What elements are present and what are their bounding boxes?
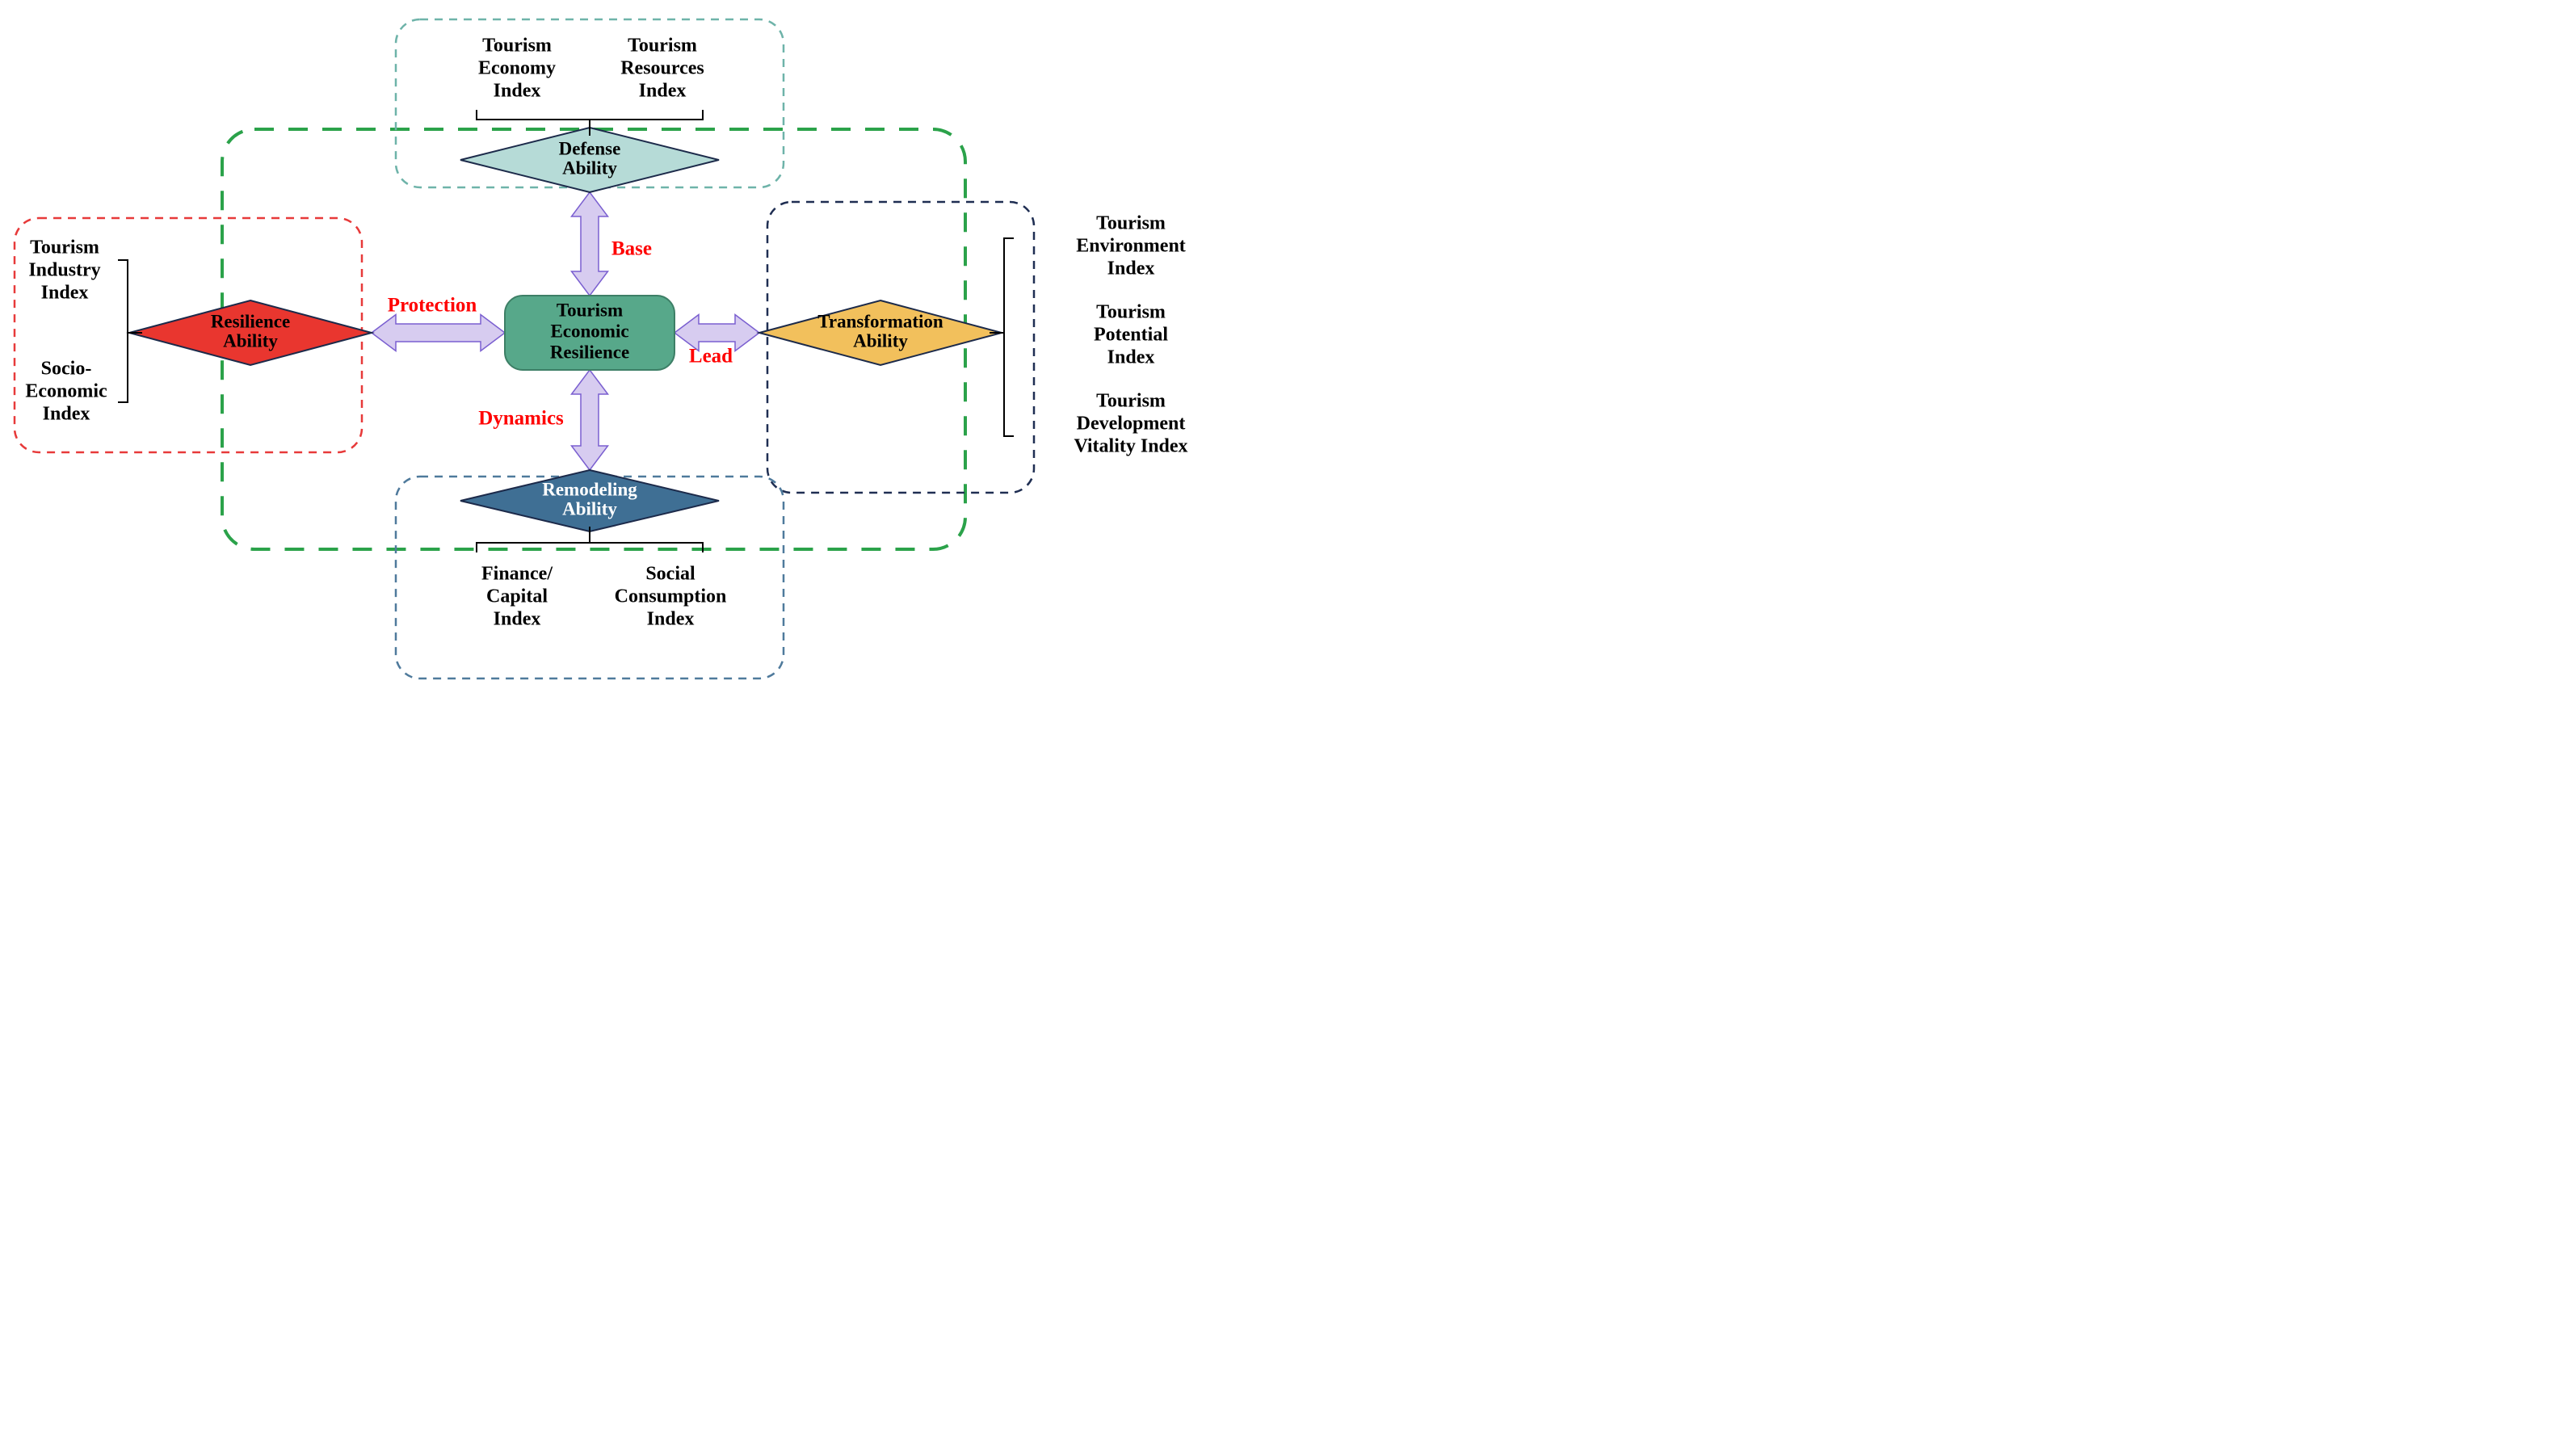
label-text: Index (1107, 347, 1155, 368)
label-text: Index (43, 404, 90, 425)
label-text: Ability (223, 330, 278, 351)
label-text: Finance/ (481, 564, 553, 585)
label-text: Ability (853, 330, 908, 351)
label-text: Tourism (557, 300, 623, 320)
double-arrow (572, 370, 608, 470)
label-text: Ability (562, 498, 617, 519)
label-text: Economic (25, 381, 107, 402)
label-text: Tourism (30, 237, 99, 258)
bracket (477, 110, 703, 136)
label-text: Tourism (482, 36, 552, 57)
label-text: Consumption (615, 586, 727, 607)
label-text: Index (1107, 258, 1155, 279)
label-text: Vitality Index (1074, 436, 1187, 457)
label-text: Index (494, 609, 541, 630)
rel-label-bottom: Dynamics (478, 408, 564, 430)
label-text: Index (494, 81, 541, 102)
label-text: Socio- (41, 359, 92, 380)
label-text: Tourism (1096, 213, 1166, 234)
label-text: Ability (562, 158, 617, 178)
label-text: Resilience (550, 342, 629, 362)
label-text: Social (645, 564, 695, 585)
label-text: Economic (550, 321, 628, 341)
label-text: Resources (620, 58, 704, 79)
rel-label-right: Lead (689, 346, 733, 368)
label-text: Environment (1076, 236, 1186, 257)
bracket (990, 238, 1014, 436)
rel-label-left: Protection (388, 295, 477, 317)
label-text: Remodeling (542, 479, 637, 499)
label-text: Tourism (628, 36, 697, 57)
label-text: Development (1077, 414, 1186, 435)
label-text: Index (647, 609, 695, 630)
label-text: Resilience (211, 311, 290, 331)
label-text: Tourism (1096, 302, 1166, 323)
label-text: Transformation (817, 311, 943, 331)
label-text: Index (639, 81, 687, 102)
label-text: Defense (559, 138, 621, 158)
label-text: Potential (1094, 325, 1168, 346)
rel-label-top: Base (611, 238, 652, 260)
label-text: Index (41, 283, 89, 304)
double-arrow (572, 192, 608, 296)
label-text: Economy (478, 58, 556, 79)
label-text: Industry (28, 260, 100, 281)
label-text: Tourism (1096, 391, 1166, 412)
double-arrow (372, 315, 505, 351)
label-text: Capital (486, 586, 548, 607)
